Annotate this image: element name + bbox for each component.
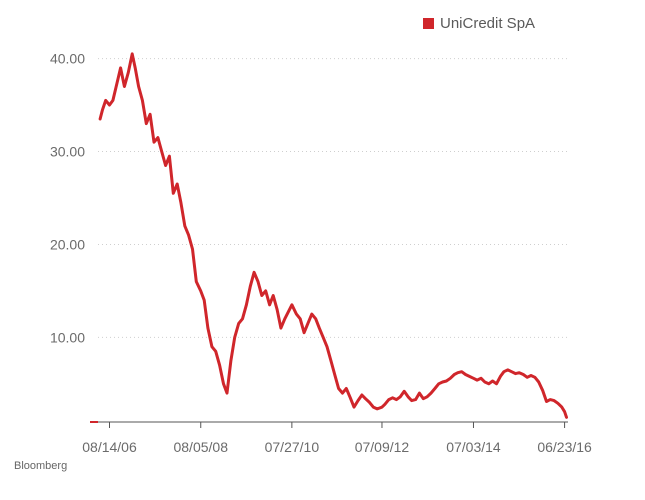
y-tick-label: 40.00 [50, 51, 85, 67]
x-tick-label: 06/23/16 [537, 439, 592, 455]
series-lines [98, 52, 568, 419]
x-tick-label: 07/27/10 [265, 439, 320, 455]
x-tick-label: 07/09/12 [355, 439, 410, 455]
x-tick-label: 08/05/08 [173, 439, 228, 455]
y-tick-label: 20.00 [50, 236, 85, 252]
series-line [98, 52, 568, 419]
y-tick-label: 10.00 [50, 329, 85, 345]
y-tick-label: 30.00 [50, 144, 85, 160]
legend: UniCredit SpA [423, 15, 535, 32]
legend-swatch [423, 18, 434, 29]
x-axis [90, 421, 568, 428]
legend-label: UniCredit SpA [440, 15, 536, 32]
x-tick-label: 07/03/14 [446, 439, 501, 455]
y-tick-labels: 10.00 20.00 30.00 40.00 [50, 51, 85, 346]
x-tick-label: 08/14/06 [82, 439, 137, 455]
source-label: Bloomberg [14, 460, 68, 472]
grid-lines [98, 58, 568, 338]
x-tick-labels: 08/14/06 08/05/08 07/27/10 07/09/12 07/03/14… [82, 439, 592, 455]
